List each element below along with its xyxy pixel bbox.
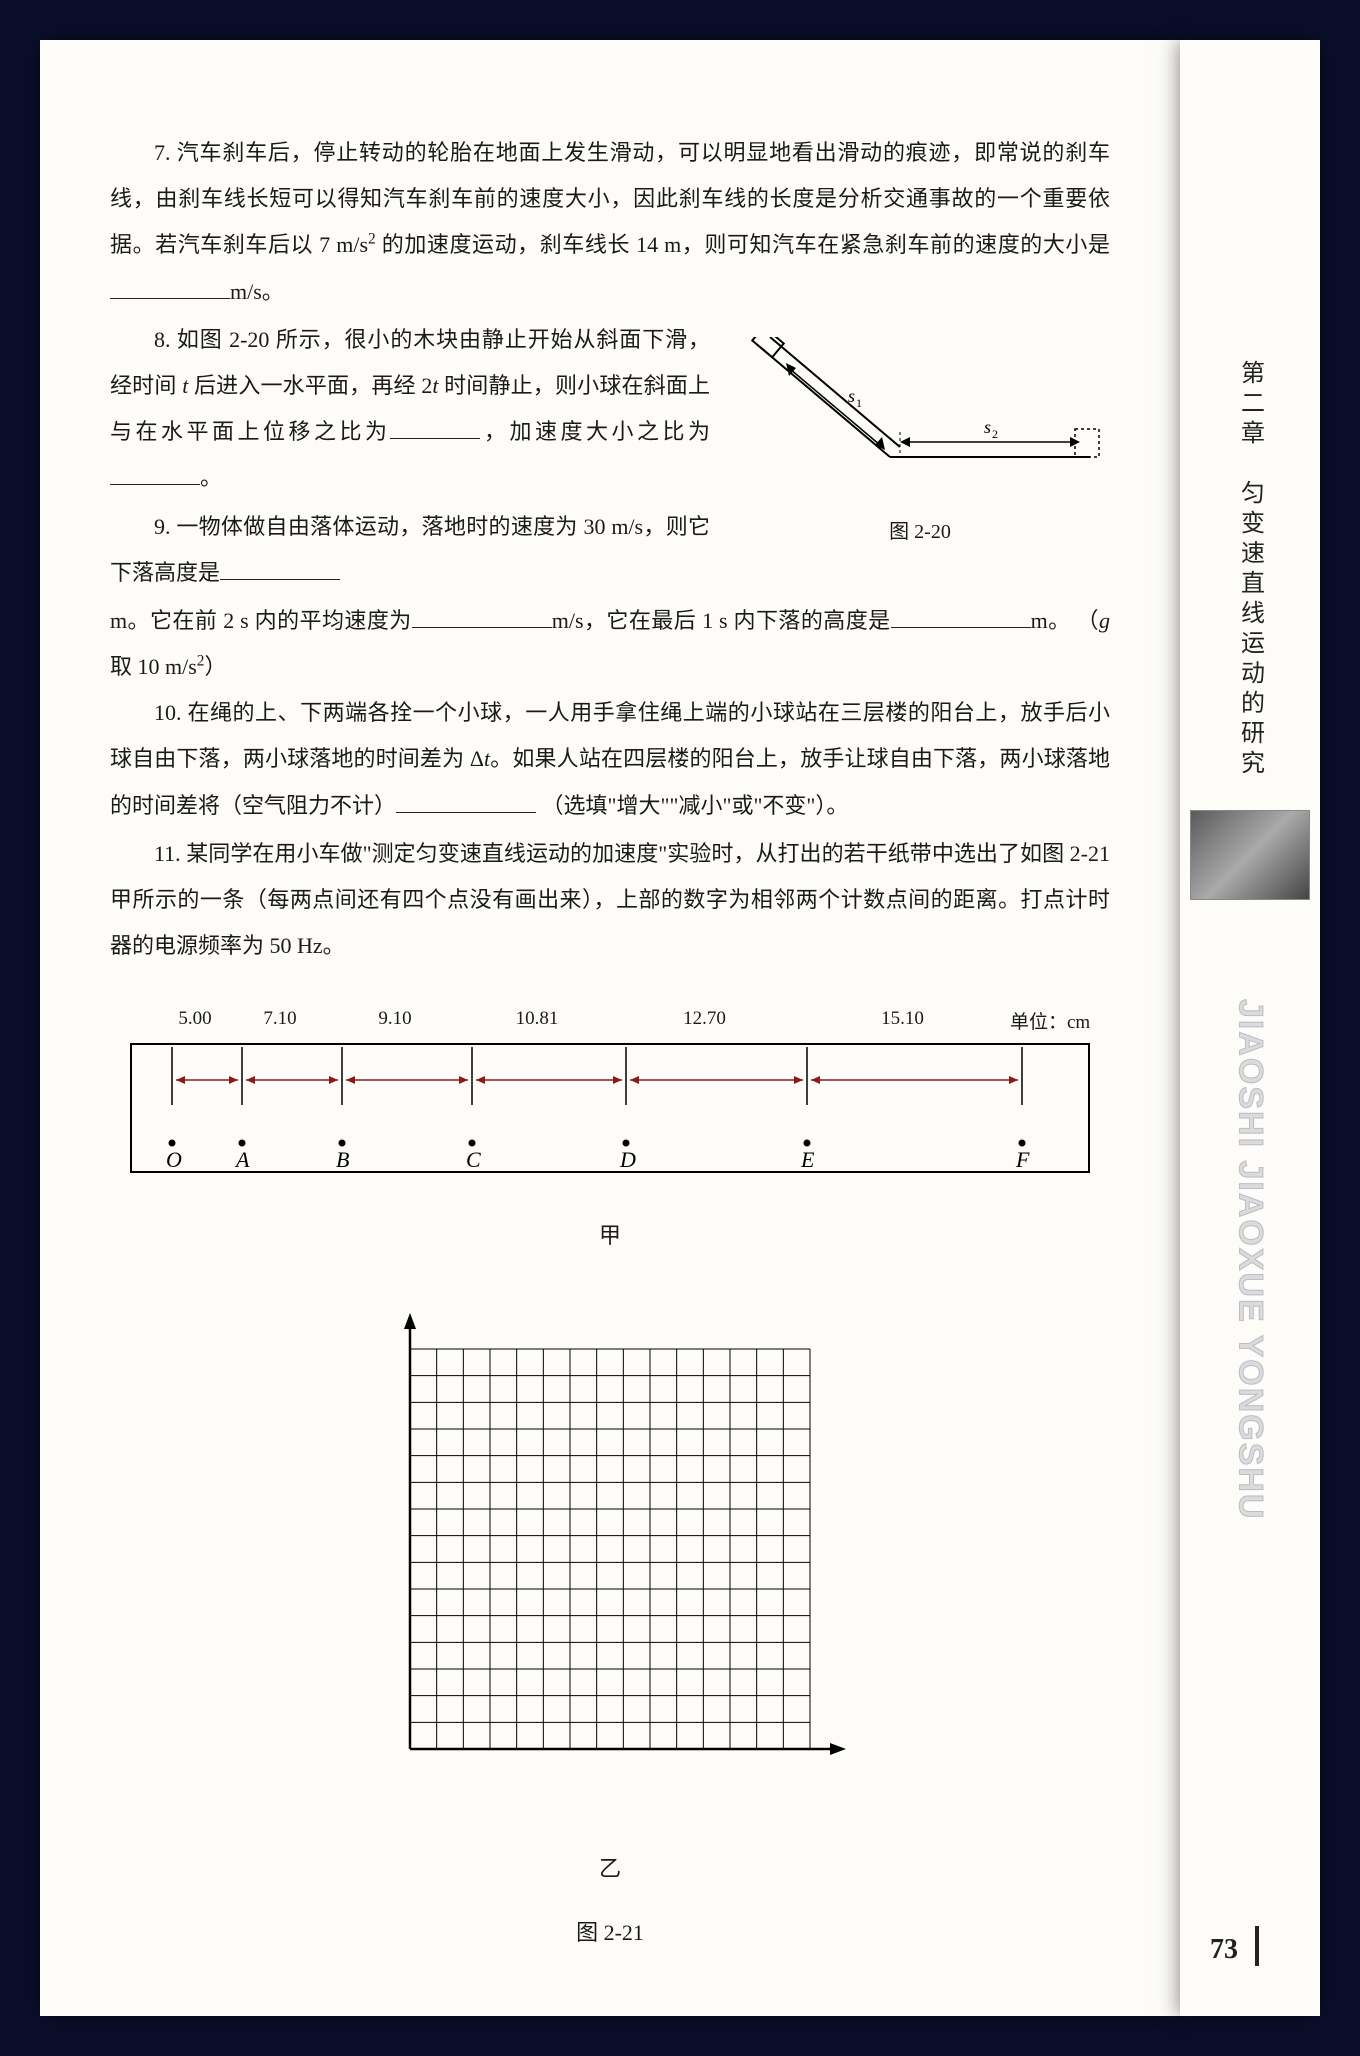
svg-text:O: O (166, 1147, 182, 1171)
svg-text:A: A (234, 1147, 250, 1171)
q10-num: 10. (154, 700, 182, 725)
tape-value: 10.81 (460, 999, 614, 1039)
q9-blank1 (220, 553, 340, 579)
svg-text:1: 1 (856, 396, 862, 410)
q9-g: g (1099, 608, 1110, 633)
page-wrap: 7. 汽车刹车后，停止转动的轮胎在地面上发生滑动，可以明显地看出滑动的痕迹，即常… (40, 40, 1320, 2016)
svg-text:D: D (619, 1147, 636, 1171)
q9-num: 9. (154, 514, 171, 539)
tape-value: 5.00 (160, 999, 230, 1039)
q8-text-e: 。 (200, 465, 222, 490)
svg-text:B: B (336, 1147, 349, 1171)
s2-label: s (984, 417, 991, 437)
content: 7. 汽车刹车后，停止转动的轮胎在地面上发生滑动，可以明显地看出滑动的痕迹，即常… (110, 130, 1110, 1956)
tape-value: 9.10 (330, 999, 460, 1039)
tape-value: 7.10 (230, 999, 330, 1039)
q11-num: 11. (154, 841, 181, 866)
q9-m2: m。 (1031, 608, 1071, 633)
q9-m1: m。它在前 2 s 内的平均速度为 (110, 608, 412, 633)
q8-blank1 (390, 413, 480, 439)
q7-blank (110, 272, 230, 298)
q8-text-b: 后进入一水平面，再经 2 (188, 373, 432, 398)
fig-2-21-caption: 图 2-21 (110, 1910, 1110, 1956)
grid-caption-yi: 乙 (110, 1846, 1110, 1892)
q7-text-b: 的加速度运动，刹车线长 14 m，则可知汽车在紧急刹车前的速度的大小是 (376, 232, 1110, 257)
q9-blank2 (412, 601, 552, 627)
incline-diagram: s 1 s 2 (740, 337, 1100, 487)
chapter-label: 第二章 匀变速直线运动的研究 (1233, 340, 1268, 800)
q9-sup: 2 (197, 653, 205, 670)
question-9: 9. 一物体做自由落体运动，落地时的速度为 30 m/s，则它下落高度是 (110, 504, 710, 596)
q7-num: 7. (154, 140, 171, 165)
tape-values-row: 5.007.109.1010.8112.7015.10 (160, 999, 1010, 1039)
grid-svg (370, 1289, 850, 1789)
fig-2-20-caption: 图 2-20 (730, 511, 1110, 553)
svg-text:C: C (466, 1147, 481, 1171)
question-8-wrap: 8. 如图 2-20 所示，很小的木块由静止开始从斜面下滑，经时间 t 后进入一… (110, 317, 1110, 598)
page: 7. 汽车刹车后，停止转动的轮胎在地面上发生滑动，可以明显地看出滑动的痕迹，即常… (40, 40, 1180, 2016)
q8-blank2 (110, 459, 200, 485)
q10-text-c: （选填"增大""减小"或"不变"）。 (542, 793, 849, 818)
q9-blank3 (891, 601, 1031, 627)
question-9-cont: m。它在前 2 s 内的平均速度为m/s，它在最后 1 s 内下落的高度是m。 … (110, 598, 1110, 690)
tape-caption-jia: 甲 (130, 1213, 1090, 1259)
q7-unit: m/s。 (230, 279, 284, 304)
page-number: 73 (1210, 1934, 1238, 1966)
q11-text-a: 某同学在用小车做"测定匀变速直线运动的加速度"实验时，从打出的若干纸带中选出了如… (110, 841, 1110, 958)
question-8: 8. 如图 2-20 所示，很小的木块由静止开始从斜面下滑，经时间 t 后进入一… (110, 317, 710, 598)
q9-text-a: 一物体做自由落体运动，落地时的速度为 30 m/s，则它下落高度是 (110, 514, 710, 585)
q9-gnote-d: ） (205, 654, 227, 679)
page-number-bar (1255, 1926, 1259, 1966)
svg-text:E: E (800, 1147, 815, 1171)
grid-diagram: 乙 图 2-21 (110, 1289, 1110, 1956)
tape-value: 12.70 (614, 999, 795, 1039)
q7-sup: 2 (368, 231, 376, 248)
q9-ms: m/s，它在最后 1 s 内下落的高度是 (552, 608, 891, 633)
svg-text:2: 2 (992, 427, 998, 441)
q9-gnote-c: 取 10 m/s (110, 654, 197, 679)
figure-2-20: s 1 s 2 图 2-20 (730, 317, 1110, 553)
tape-diagram: 5.007.109.1010.8112.7015.10 单位：cm O A B C D E… (130, 999, 1090, 1259)
s1-label: s (848, 386, 855, 406)
sidebar: 第二章 匀变速直线运动的研究 JIAOSHI JIAOXUE YONGSHU 7… (1180, 40, 1320, 2016)
q8-num: 8. (154, 327, 171, 352)
question-10: 10. 在绳的上、下两端各拴一个小球，一人用手拿住绳上端的小球站在三层楼的阳台上… (110, 690, 1110, 829)
tape-svg: OABCDEF (132, 1045, 1088, 1171)
watermark: JIAOSHI JIAOXUE YONGSHU (1231, 920, 1270, 1600)
sidebar-photo (1190, 810, 1310, 900)
question-11: 11. 某同学在用小车做"测定匀变速直线运动的加速度"实验时，从打出的若干纸带中… (110, 831, 1110, 970)
q9-gnote-a: （ (1077, 608, 1099, 633)
tape-unit: 单位：cm (1010, 1003, 1090, 1043)
q8-text-d: ，加速度大小之比为 (480, 419, 710, 444)
question-7: 7. 汽车刹车后，停止转动的轮胎在地面上发生滑动，可以明显地看出滑动的痕迹，即常… (110, 130, 1110, 315)
tape-box: OABCDEF (130, 1043, 1090, 1173)
q10-blank (396, 786, 536, 812)
svg-text:F: F (1015, 1147, 1030, 1171)
tape-value: 15.10 (795, 999, 1010, 1039)
